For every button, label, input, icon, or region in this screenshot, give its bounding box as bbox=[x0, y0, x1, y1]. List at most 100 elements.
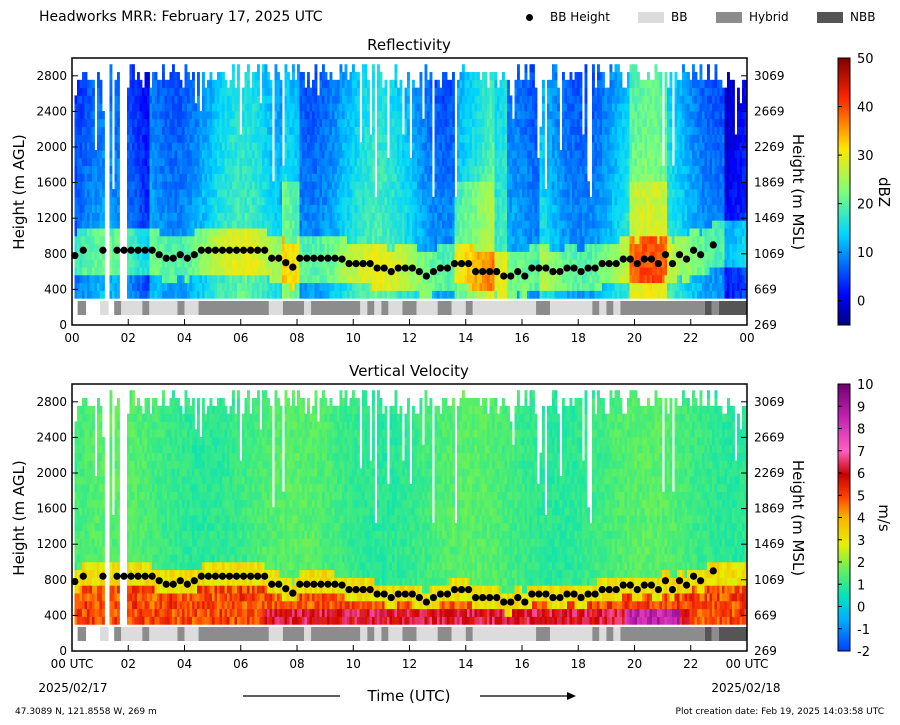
field-cell bbox=[264, 126, 268, 135]
field-cell bbox=[134, 196, 138, 206]
field-cell bbox=[362, 220, 365, 229]
field-cell bbox=[277, 157, 280, 167]
field-cell bbox=[507, 267, 510, 276]
field-cell bbox=[274, 259, 278, 268]
field-cell bbox=[184, 157, 188, 167]
field-cell bbox=[357, 142, 360, 151]
field-cell bbox=[357, 235, 360, 245]
field-cell bbox=[417, 142, 420, 151]
field-cell bbox=[82, 235, 85, 245]
field-cell bbox=[237, 111, 240, 120]
field-cell bbox=[359, 274, 363, 284]
field-cell bbox=[99, 173, 103, 182]
field-cell bbox=[112, 290, 115, 299]
field-cell bbox=[117, 165, 120, 174]
field-cell bbox=[329, 251, 333, 260]
field-cell bbox=[129, 274, 133, 284]
field-cell bbox=[537, 243, 540, 252]
field-cell bbox=[359, 181, 363, 190]
field-cell bbox=[134, 212, 138, 221]
field-cell bbox=[247, 142, 250, 151]
field-cell bbox=[364, 95, 368, 104]
field-cell bbox=[142, 212, 145, 221]
field-cell bbox=[209, 259, 213, 268]
field-cell bbox=[244, 134, 248, 143]
field-cell bbox=[377, 103, 380, 112]
field-cell bbox=[472, 165, 475, 174]
field-cell bbox=[262, 173, 265, 182]
field-cell bbox=[177, 282, 180, 291]
field-cell bbox=[194, 220, 198, 229]
field-cell bbox=[207, 87, 210, 96]
field-cell bbox=[217, 267, 220, 276]
field-cell bbox=[389, 142, 393, 151]
field-cell bbox=[289, 103, 293, 112]
field-cell bbox=[419, 173, 423, 182]
field-cell bbox=[389, 251, 393, 260]
field-cell bbox=[404, 157, 408, 167]
field-cell bbox=[449, 235, 453, 245]
field-cell bbox=[517, 157, 520, 167]
field-cell bbox=[452, 228, 455, 237]
field-cell bbox=[459, 165, 463, 174]
field-cell bbox=[287, 243, 290, 252]
field-cell bbox=[312, 267, 315, 276]
field-cell bbox=[479, 290, 483, 299]
field-cell bbox=[317, 204, 320, 213]
field-cell bbox=[139, 142, 143, 151]
field-cell bbox=[342, 126, 345, 135]
field-cell bbox=[99, 150, 103, 159]
field-cell bbox=[232, 157, 235, 167]
field-cell bbox=[264, 274, 268, 284]
field-cell bbox=[132, 267, 135, 276]
field-cell bbox=[439, 126, 443, 135]
field-cell bbox=[139, 165, 143, 174]
field-cell bbox=[194, 189, 198, 198]
field-cell bbox=[222, 267, 225, 276]
field-cell bbox=[229, 150, 233, 159]
field-cell bbox=[364, 267, 368, 276]
field-cell bbox=[407, 274, 410, 284]
field-cell bbox=[152, 79, 155, 89]
field-cell bbox=[402, 165, 405, 174]
field-cell bbox=[109, 111, 113, 120]
field-cell bbox=[464, 165, 468, 174]
field-cell bbox=[157, 157, 160, 167]
field-cell bbox=[274, 150, 278, 159]
field-cell bbox=[129, 64, 133, 73]
field-cell bbox=[289, 212, 293, 221]
field-cell bbox=[479, 220, 483, 229]
field-cell bbox=[262, 103, 265, 112]
field-cell bbox=[237, 204, 240, 213]
field-cell bbox=[112, 212, 115, 221]
field-cell bbox=[317, 103, 320, 112]
field-cell bbox=[469, 212, 473, 221]
field-cell bbox=[349, 267, 353, 276]
field-cell bbox=[204, 150, 208, 159]
field-cell bbox=[524, 142, 528, 151]
field-cell bbox=[302, 150, 305, 159]
field-cell bbox=[324, 282, 328, 291]
field-cell bbox=[404, 282, 408, 291]
field-cell bbox=[394, 111, 398, 120]
field-cell bbox=[257, 173, 260, 182]
field-cell bbox=[349, 181, 353, 190]
field-cell bbox=[164, 228, 168, 237]
field-cell bbox=[534, 282, 538, 291]
field-cell bbox=[127, 173, 130, 182]
field-cell bbox=[304, 150, 308, 159]
field-cell bbox=[494, 103, 498, 112]
field-cell bbox=[397, 235, 400, 245]
field-cell bbox=[97, 95, 100, 104]
field-cell bbox=[264, 150, 268, 159]
field-cell bbox=[479, 274, 483, 284]
field-cell bbox=[472, 204, 475, 213]
field-cell bbox=[74, 235, 78, 245]
field-cell bbox=[154, 290, 158, 299]
field-cell bbox=[447, 189, 450, 198]
field-cell bbox=[167, 142, 170, 151]
field-cell bbox=[292, 87, 295, 96]
field-cell bbox=[302, 274, 305, 284]
field-cell bbox=[319, 79, 323, 89]
field-cell bbox=[199, 165, 203, 174]
